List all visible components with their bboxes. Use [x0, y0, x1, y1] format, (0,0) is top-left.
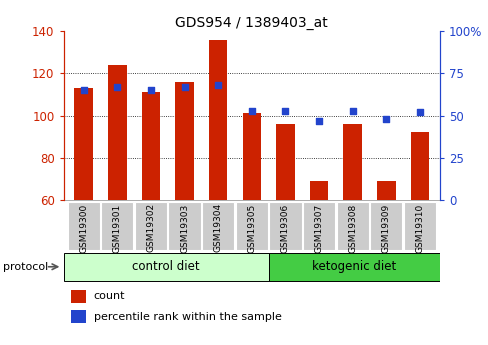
Point [180, 84, 188, 90]
Text: GSM19309: GSM19309 [381, 203, 390, 253]
Bar [108, 65, 126, 200]
FancyBboxPatch shape [235, 202, 267, 250]
FancyBboxPatch shape [269, 202, 301, 250]
FancyBboxPatch shape [168, 202, 200, 250]
Bar [376, 181, 395, 200]
Bar [63, 253, 268, 282]
Bar [71, 310, 86, 323]
Text: GSM19303: GSM19303 [180, 203, 189, 253]
FancyBboxPatch shape [336, 202, 368, 250]
Bar [208, 40, 227, 200]
Bar [242, 114, 261, 200]
Point [415, 109, 423, 115]
Text: GSM19310: GSM19310 [415, 203, 424, 253]
Text: percentile rank within the sample: percentile rank within the sample [94, 312, 281, 322]
Bar [309, 181, 327, 200]
Point [147, 87, 155, 93]
Bar [276, 124, 294, 200]
Text: control diet: control diet [132, 260, 200, 273]
Text: GSM19300: GSM19300 [79, 203, 88, 253]
Point [214, 82, 222, 88]
Bar [74, 88, 93, 200]
Text: GSM19301: GSM19301 [113, 203, 122, 253]
Bar [410, 132, 428, 200]
FancyBboxPatch shape [403, 202, 435, 250]
Bar [142, 92, 160, 200]
Text: ketogenic diet: ketogenic diet [312, 260, 396, 273]
FancyBboxPatch shape [303, 202, 335, 250]
Bar [268, 253, 439, 282]
FancyBboxPatch shape [135, 202, 167, 250]
Text: GSM19307: GSM19307 [314, 203, 323, 253]
Point [80, 87, 87, 93]
FancyBboxPatch shape [202, 202, 234, 250]
Text: GSM19306: GSM19306 [281, 203, 289, 253]
Text: GSM19308: GSM19308 [347, 203, 356, 253]
FancyBboxPatch shape [67, 202, 100, 250]
Text: count: count [94, 292, 125, 301]
Bar [71, 290, 86, 303]
Text: GSM19305: GSM19305 [247, 203, 256, 253]
Point [348, 108, 356, 113]
Bar [343, 124, 361, 200]
Point [247, 108, 255, 113]
Point [315, 118, 323, 124]
FancyBboxPatch shape [369, 202, 402, 250]
Point [382, 116, 389, 122]
Text: protocol: protocol [3, 262, 48, 272]
Title: GDS954 / 1389403_at: GDS954 / 1389403_at [175, 16, 327, 30]
Point [281, 108, 289, 113]
Point [113, 84, 121, 90]
Bar [175, 82, 193, 200]
Text: GSM19302: GSM19302 [146, 203, 155, 253]
FancyBboxPatch shape [101, 202, 133, 250]
Text: GSM19304: GSM19304 [213, 203, 222, 253]
